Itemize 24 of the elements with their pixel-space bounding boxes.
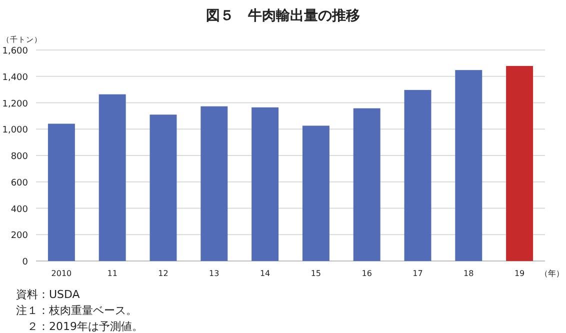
x-tick-label: 14	[260, 269, 270, 278]
text: ２：2019年は予測値。	[16, 320, 143, 333]
x-tick-label: 17	[412, 269, 423, 278]
x-tick-label: 13	[209, 269, 220, 278]
y-tick-label: 200	[10, 231, 28, 242]
y-tick-label: 1,000	[2, 126, 28, 136]
x-tick-label: 12	[158, 269, 168, 278]
y-tick-label: 600	[10, 178, 28, 188]
x-tick-label: 11	[107, 269, 118, 278]
title: 図５ 牛肉輸出量の推移	[206, 8, 360, 24]
y-tick-label: 1,200	[2, 99, 28, 110]
x-tick-label: 19	[514, 269, 525, 278]
x-tick-label: 16	[362, 269, 372, 278]
text: 資料：USDA	[16, 288, 80, 301]
x-tick-label: 18	[464, 269, 474, 278]
y-tick-label: 1,400	[2, 72, 28, 83]
y-tick-label: 800	[10, 152, 28, 162]
y-tick-label: 400	[10, 204, 28, 215]
x-tick-label: 2010	[51, 269, 72, 278]
x-tick-label: 15	[310, 269, 322, 278]
y-tick-label: 1,600	[2, 46, 28, 56]
xlabel: （年）	[540, 269, 564, 278]
y-tick-label: 0	[22, 258, 28, 268]
text: 注１：枝肉重量ベース。	[16, 304, 137, 317]
